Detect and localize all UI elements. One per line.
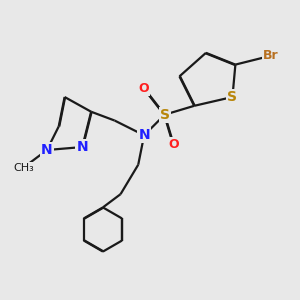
Text: O: O (139, 82, 149, 95)
Text: O: O (168, 138, 179, 151)
Text: N: N (76, 140, 88, 154)
Text: S: S (160, 108, 170, 122)
Text: S: S (227, 90, 237, 104)
Text: CH₃: CH₃ (13, 163, 34, 173)
Text: Br: Br (263, 49, 278, 62)
Text: N: N (41, 143, 53, 157)
Text: N: N (138, 128, 150, 142)
